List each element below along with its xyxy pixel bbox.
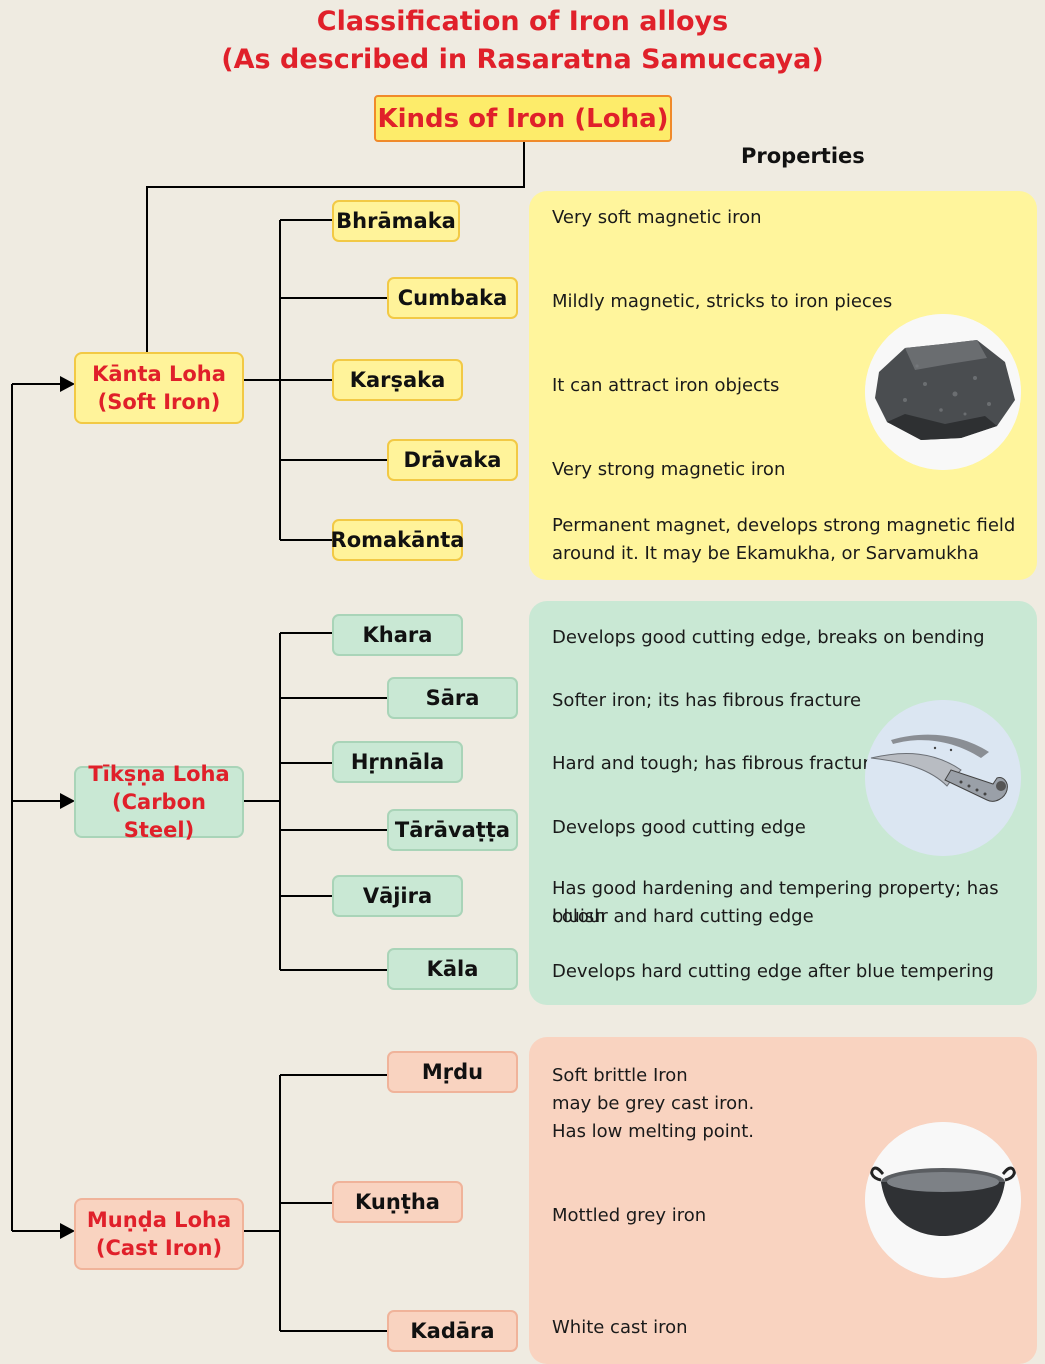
type-cumbaka: Cumbaka — [387, 277, 518, 319]
magnetite-rock-icon — [865, 314, 1021, 470]
property-romakanta-line-1: Permanent magnet, develops strong magnet… — [552, 515, 1016, 536]
type-taravatta: Tārāvaṭṭa — [387, 809, 518, 851]
property-karsaka: It can attract iron objects — [552, 375, 780, 396]
category-tiksna-loha: Tīkṣṇa Loha (Carbon Steel) — [74, 762, 244, 842]
arrow-right-icon — [60, 376, 75, 392]
property-bhramaka: Very soft magnetic iron — [552, 207, 762, 228]
property-kala: Develops hard cutting edge after blue te… — [552, 961, 994, 982]
root-node: Kinds of Iron (Loha) — [374, 95, 672, 142]
type-sara: Sāra — [387, 677, 518, 719]
type-romakanta: Romakānta — [331, 519, 464, 561]
property-cumbaka: Mildly magnetic, stricks to iron pieces — [552, 291, 893, 312]
iron-wok-icon — [865, 1122, 1021, 1278]
property-dravaka: Very strong magnetic iron — [552, 459, 786, 480]
type-khara: Khara — [332, 614, 463, 656]
property-hrnnala: Hard and tough; has fibrous fracture — [552, 753, 881, 774]
property-sara: Softer iron; its has fibrous fracture — [552, 690, 862, 711]
type-dravaka: Drāvaka — [387, 439, 518, 481]
type-kadara: Kadāra — [387, 1310, 518, 1352]
type-vajira: Vājira — [332, 875, 463, 917]
category-subtitle: (Carbon Steel) — [112, 790, 206, 842]
property-mrdu-line-1: Soft brittle Iron — [552, 1065, 688, 1086]
property-mrdu-line-2: may be grey cast iron. — [552, 1093, 755, 1114]
property-khara: Develops good cutting edge, breaks on be… — [552, 627, 985, 648]
category-subtitle: (Cast Iron) — [95, 1236, 223, 1260]
category-subtitle: (Soft Iron) — [97, 390, 221, 414]
curved-dagger-icon — [865, 700, 1021, 856]
type-mrdu: Mṛdu — [387, 1051, 518, 1093]
category-kanta-loha: Kānta Loha (Soft Iron) — [74, 352, 244, 424]
type-kuntha: Kuṇṭha — [332, 1181, 463, 1223]
property-taravatta: Develops good cutting edge — [552, 817, 806, 838]
type-hrnnala: Hṛnnāla — [332, 741, 463, 783]
property-vajira-line-1: Has good hardening and tempering propert… — [552, 878, 999, 927]
properties-heading: Properties — [741, 144, 865, 168]
arrow-right-icon — [60, 1223, 75, 1239]
title-line-2: (As described in Rasaratna Samuccaya) — [221, 44, 824, 75]
property-mrdu-line-3: Has low melting point. — [552, 1121, 754, 1142]
type-karsaka: Karṣaka — [332, 359, 463, 401]
category-munda-loha: Muṇḍa Loha (Cast Iron) — [74, 1198, 244, 1270]
type-kala: Kāla — [387, 948, 518, 990]
category-name: Muṇḍa Loha — [86, 1208, 232, 1232]
type-bhramaka: Bhrāmaka — [332, 200, 460, 242]
title-line-1: Classification of Iron alloys — [316, 6, 729, 37]
arrow-right-icon — [60, 793, 75, 809]
property-romakanta-line-2: around it. It may be Ekamukha, or Sarvam… — [552, 543, 979, 564]
property-vajira-line-2: colour and hard cutting edge — [552, 906, 814, 927]
category-name: Tīkṣṇa Loha — [88, 762, 230, 786]
property-kuntha: Mottled grey iron — [552, 1205, 707, 1226]
property-kadara: White cast iron — [552, 1317, 688, 1338]
category-name: Kānta Loha — [92, 362, 226, 386]
